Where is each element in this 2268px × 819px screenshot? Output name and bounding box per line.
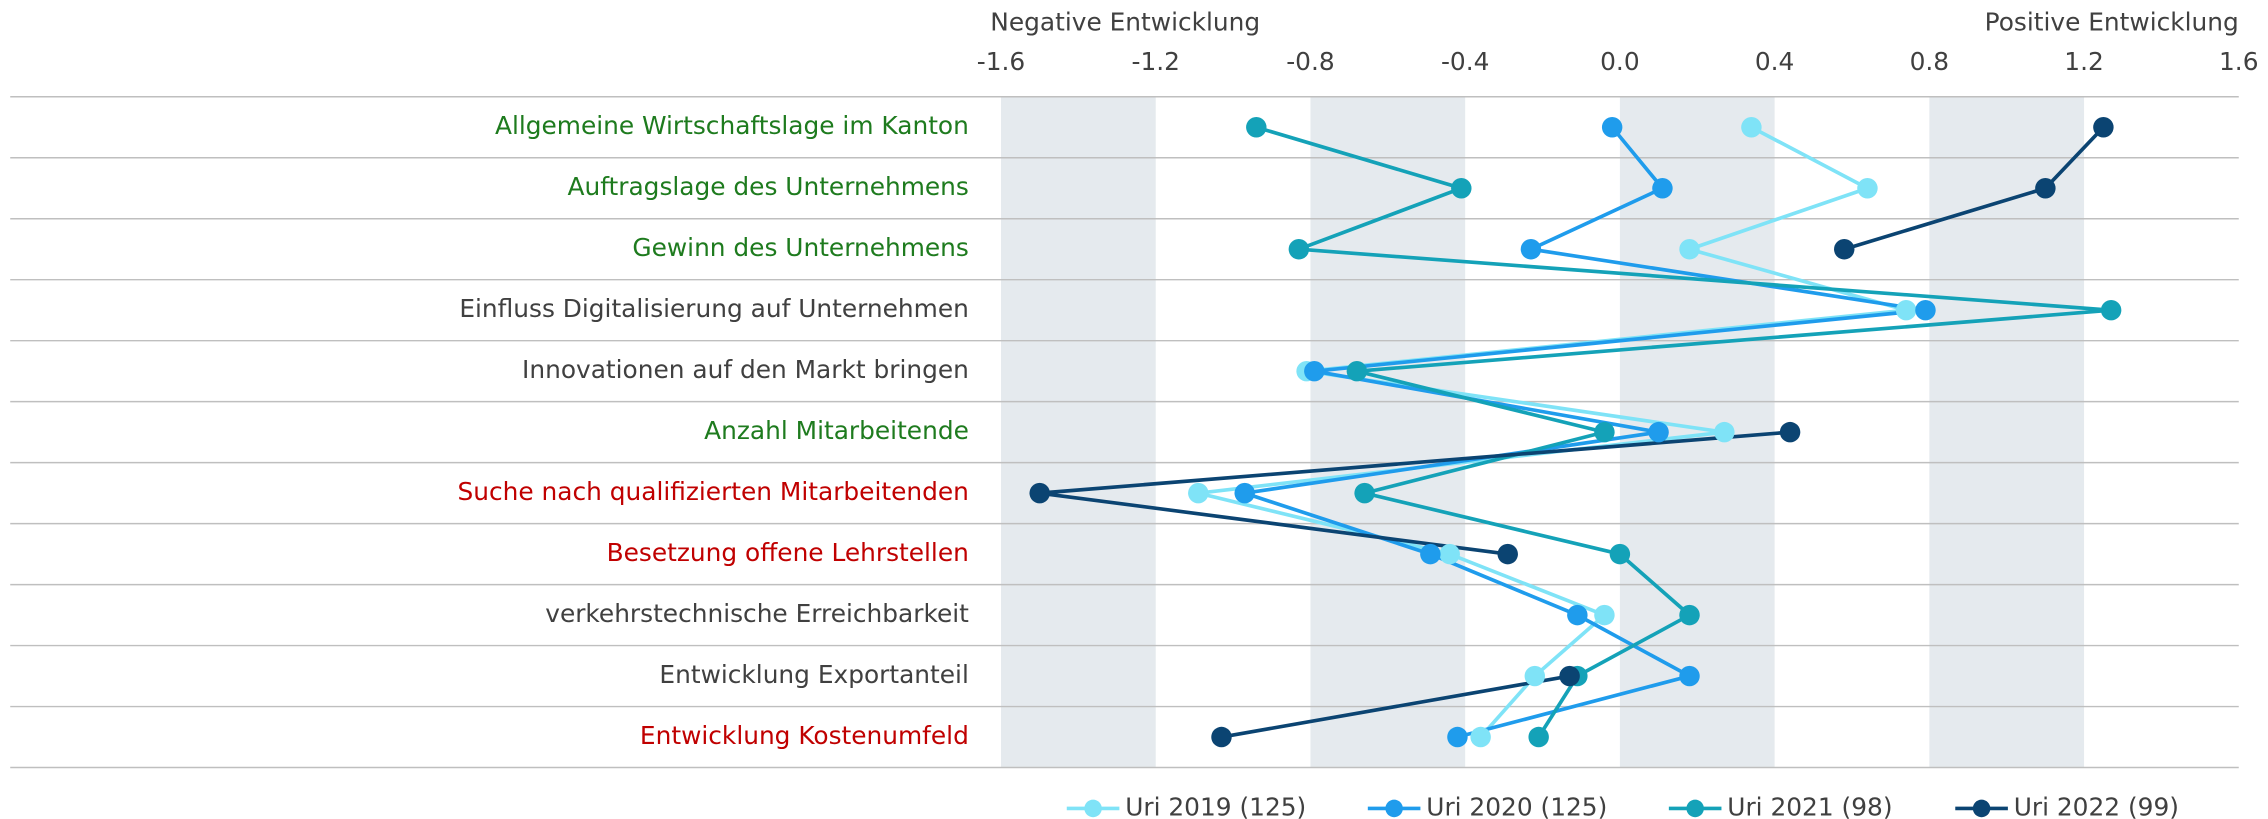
point [1652,178,1673,199]
point [1601,117,1623,138]
category-label: Allgemeine Wirtschaftslage im Kanton [495,111,969,140]
point [1211,726,1232,748]
point [1524,665,1546,687]
legend-label: Uri 2022 (99) [2014,792,2179,819]
point [1559,665,1580,687]
point [1420,543,1441,565]
category-label: Suche nach qualifizierten Mitarbeitenden [457,477,968,506]
legend-item: Uri 2019 (125) [1066,792,1306,819]
x-tick-label: 1.2 [2064,47,2104,76]
point [2100,299,2122,321]
point [1895,299,1917,321]
legend-swatch [1686,799,1704,818]
x-tick-label: 1.6 [2219,47,2259,76]
point [2093,117,2114,138]
point [1679,665,1700,687]
point [1029,482,1050,504]
point [1528,726,1549,748]
category-label: Entwicklung Kostenumfeld [640,721,969,750]
category-label: Anzahl Mitarbeitende [704,416,969,445]
point [1497,543,1518,565]
point [1779,421,1801,443]
point [1594,421,1615,443]
point [1567,604,1588,626]
x-tick-label: -1.6 [977,47,1025,76]
category-label: Auftragslage des Unternehmens [568,172,969,201]
x-tick-label: -1.2 [1132,47,1180,76]
category-label: Einfluss Digitalisierung auf Unternehmen [459,294,969,323]
point [1246,117,1267,138]
x-tick-label: -0.4 [1441,47,1489,76]
point [1834,238,1855,260]
x-tick-label: 0.8 [1910,47,1950,76]
category-label: Entwicklung Exportanteil [659,660,968,689]
point [1288,238,1310,260]
legend-item: Uri 2021 (98) [1668,792,1893,819]
band [1619,96,1775,768]
point [1741,117,1762,138]
legend-label: Uri 2020 (125) [1426,792,1607,819]
point [1451,178,1472,199]
point [1234,482,1255,504]
point [1447,726,1468,748]
axis-note: Positive Entwicklung [1985,8,2239,37]
point [1470,726,1491,748]
category-label: verkehrstechnische Erreichbarkeit [545,599,969,628]
point [1714,421,1735,443]
point [1679,604,1700,626]
legend-swatch [1972,799,1991,818]
axis-note: Negative Entwicklung [990,8,1260,37]
point [1609,543,1631,565]
point [1304,360,1325,382]
point [1346,360,1368,382]
point [1520,238,1542,260]
legend-swatch [1385,799,1403,818]
category-label: Innovationen auf den Markt bringen [522,355,969,384]
point [1648,421,1669,443]
legend-label: Uri 2021 (98) [1727,792,1892,819]
legend-swatch [1084,799,1102,818]
band [1929,96,2085,768]
legend-label: Uri 2019 (125) [1125,792,1306,819]
point [1915,299,1936,321]
point [1188,482,1209,504]
band [1001,96,1156,768]
x-tick-label: -0.8 [1286,47,1334,76]
band [1310,96,1466,768]
category-label: Besetzung offene Lehrstellen [607,538,969,567]
x-tick-label: 0.0 [1600,47,1640,76]
point [1679,238,1700,260]
point [1594,604,1615,626]
point [1354,482,1375,504]
point [1857,178,1878,199]
point [2035,178,2056,199]
x-tick-label: 0.4 [1755,47,1795,76]
legend-item: Uri 2020 (125) [1367,792,1607,819]
point [1439,543,1460,565]
legend-item: Uri 2022 (99) [1955,792,2179,819]
category-label: Gewinn des Unternehmens [632,233,969,262]
